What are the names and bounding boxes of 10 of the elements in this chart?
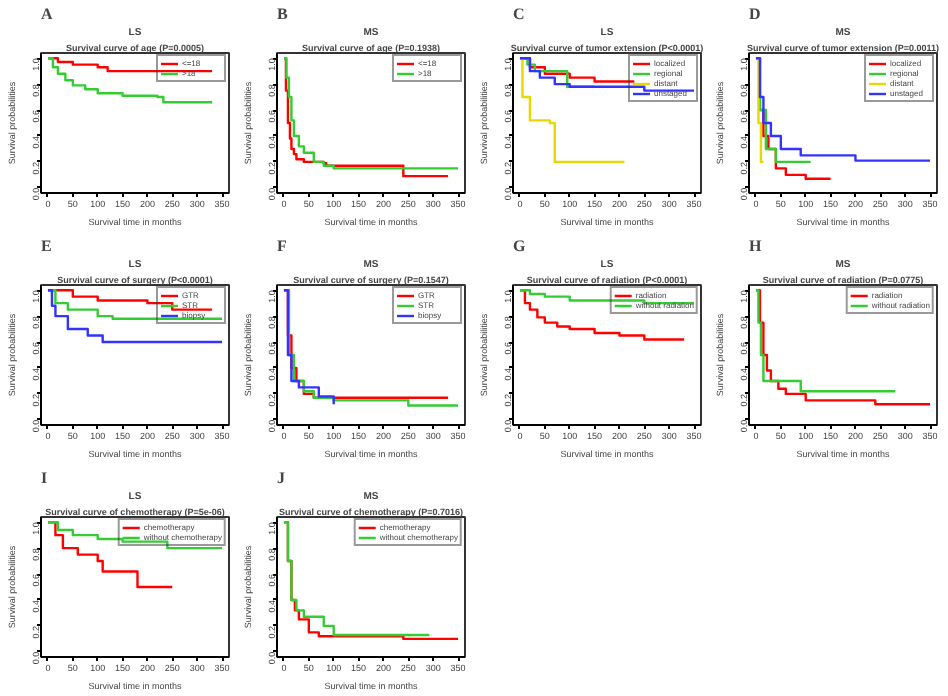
text: G	[513, 237, 526, 255]
text: E	[41, 237, 52, 255]
text: H	[749, 237, 763, 255]
text: J	[277, 469, 285, 487]
text: F	[277, 237, 287, 255]
text: I	[41, 469, 48, 487]
text: B	[277, 5, 289, 23]
text: D	[749, 5, 761, 23]
text: C	[513, 5, 525, 23]
text: A	[41, 5, 53, 23]
